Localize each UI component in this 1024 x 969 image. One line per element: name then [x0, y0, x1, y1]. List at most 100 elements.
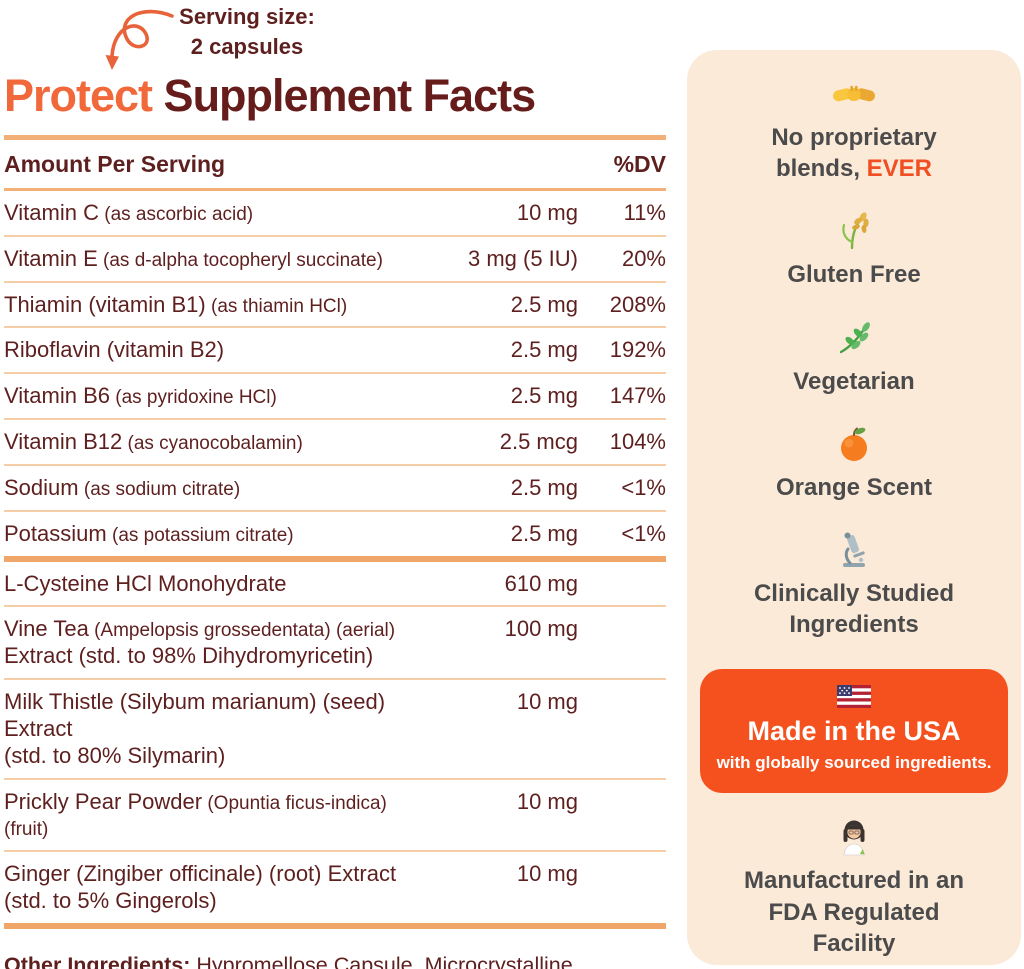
section-divider — [4, 555, 666, 562]
nutrient-name: Thiamin (vitamin B1) — [4, 291, 206, 317]
nutrient-name-line2: (std. to 5% Gingerols) — [4, 888, 217, 914]
feature-label-line2: blends, EVER — [771, 153, 936, 184]
table-row: Riboflavin (vitamin B2) 2.5 mg 192% — [4, 328, 666, 375]
nutrient-dv: 208% — [609, 291, 666, 317]
table-row: Milk Thistle (Silybum marianum) (seed) E… — [4, 680, 666, 780]
table-row: Vitamin B12 (as cyanocobalamin) 2.5 mcg … — [4, 420, 666, 466]
feature-label-accent: EVER — [866, 155, 933, 183]
table-row: Vine Tea (Ampelopsis grossedentata) (aer… — [4, 607, 666, 681]
table-header: Amount Per Serving %DV — [4, 140, 666, 188]
table-row: Sodium (as sodium citrate) 2.5 mg <1% — [4, 466, 666, 512]
nutrient-amount: 2.5 mg — [510, 520, 578, 546]
orange-icon — [836, 424, 872, 464]
brand-name: Protect — [4, 70, 153, 121]
nutrient-dv: 11% — [623, 200, 666, 225]
feature-label: Vegetarian — [793, 367, 915, 395]
nutrient-subname: (Opuntia ficus-indica) (fruit) — [4, 792, 387, 841]
table-row: Ginger (Zingiber officinale) (root) Extr… — [4, 852, 666, 923]
serving-size-block: Serving size: 2 capsules — [4, 0, 666, 70]
feature-label-line2-prefix: blends, — [775, 155, 867, 183]
feature-no-proprietary-blends: No proprietary blends, EVER — [771, 74, 937, 184]
feature-label-line1: No proprietary — [771, 124, 937, 151]
made-in-usa-card: Made in the USA with globally sourced in… — [700, 669, 1008, 794]
table-row: Vitamin B6 (as pyridoxine HCl) 2.5 mg 14… — [4, 374, 666, 421]
feature-fda-facility: Manufactured in an FDA Regulated Facilit… — [729, 817, 979, 959]
table-row: L-Cysteine HCl Monohydrate 610 mg — [4, 562, 666, 608]
usa-card-title: Made in the USA — [747, 716, 961, 747]
table-row: Prickly Pear Powder (Opuntia ficus-indic… — [4, 780, 666, 853]
nutrient-amount: 10 mg — [516, 200, 578, 225]
nutrient-amount: 2.5 mg — [510, 337, 578, 363]
nutrient-name: Riboflavin (vitamin B2) — [4, 337, 225, 363]
table-row: Vitamin C (as ascorbic acid) 10 mg 11% — [4, 191, 666, 237]
serving-size-line1: Serving size: — [179, 4, 315, 29]
nutrient-subname: (as d-alpha tocopheryl succinate) — [97, 249, 383, 271]
title-rest: Supplement Facts — [152, 70, 537, 121]
nutrient-dv: 20% — [621, 245, 666, 271]
serving-size-text: Serving size: 2 capsules — [172, 2, 322, 61]
other-ingredients-text: Hypromellose Capsule, Microcrystalline C… — [196, 952, 573, 969]
nutrient-dv: 192% — [609, 337, 666, 363]
facts-panel: Serving size: 2 capsules Protect Supplem… — [4, 0, 666, 969]
nutrient-name-line2: Extract (std. to 98% Dihydromyricetin) — [4, 643, 374, 669]
nutrient-subname: (as cyanocobalamin) — [122, 433, 303, 455]
usa-card-subtitle: with globally sourced ingredients. — [716, 753, 992, 773]
scientist-icon — [835, 817, 873, 857]
nutrient-name-line2: (std. to 80% Silymarin) — [4, 742, 226, 768]
nutrient-amount: 2.5 mg — [510, 291, 578, 317]
feature-label: Clinically Studied Ingredients — [753, 579, 955, 639]
nutrient-amount: 10 mg — [516, 788, 578, 814]
header-top-rule — [4, 135, 666, 140]
nutrient-amount: 2.5 mcg — [499, 429, 578, 455]
nutrient-name: Vitamin C — [4, 200, 99, 225]
feature-label: Orange Scent — [775, 473, 933, 501]
nutrient-subname: (as ascorbic acid) — [98, 204, 254, 225]
nutrient-subname: (Ampelopsis grossedentata) (aerial) — [88, 620, 396, 642]
nutrient-amount: 2.5 mg — [510, 474, 578, 500]
features-panel: No proprietary blends, EVER Gluten Free — [687, 50, 1021, 965]
nutrient-name: Vitamin E — [4, 245, 98, 271]
nutrient-amount: 10 mg — [516, 689, 578, 715]
nutrient-name: L-Cysteine HCl Monohydrate — [4, 570, 287, 596]
other-ingredients: Other Ingredients: Hypromellose Capsule,… — [4, 949, 604, 969]
nutrient-dv: <1% — [621, 520, 666, 546]
nutrient-amount: 10 mg — [516, 861, 578, 887]
nutrient-name: Sodium — [4, 474, 79, 500]
nutrient-name: Vitamin B6 — [4, 383, 110, 409]
nutrient-amount: 3 mg (5 IU) — [467, 245, 578, 271]
rice-icon — [837, 211, 871, 251]
curly-arrow-icon — [105, 9, 174, 70]
header-amount-label: Amount Per Serving — [4, 150, 226, 177]
feature-label: Gluten Free — [787, 261, 921, 289]
nutrient-amount: 100 mg — [504, 616, 578, 642]
feature-orange-scent: Orange Scent — [776, 424, 932, 503]
table-row: Vitamin E (as d-alpha tocopheryl succina… — [4, 237, 666, 283]
table-row: Potassium (as potassium citrate) 2.5 mg … — [4, 512, 666, 556]
nutrient-dv: 104% — [609, 429, 666, 455]
us-flag-icon — [837, 685, 871, 709]
nutrient-dv: <1% — [621, 474, 666, 500]
header-bottom-rule — [4, 188, 666, 191]
nutrient-name: Vine Tea — [4, 616, 89, 642]
handshake-icon — [832, 74, 876, 114]
nutrient-name: Ginger (Zingiber officinale) (root) Extr… — [4, 861, 397, 887]
nutrient-name: Prickly Pear Powder — [4, 788, 203, 814]
nutrient-amount: 610 mg — [504, 570, 578, 596]
nutrient-name: Milk Thistle (Silybum marianum) (seed) E… — [4, 689, 386, 741]
nutrient-subname: (as thiamin HCl) — [205, 295, 348, 317]
serving-size-line2: 2 capsules — [190, 33, 304, 59]
page-title: Protect Supplement Facts — [4, 70, 666, 122]
nutrient-subname: (as sodium citrate) — [78, 478, 241, 500]
nutrient-amount: 2.5 mg — [510, 383, 578, 409]
nutrient-name: Vitamin B12 — [4, 429, 123, 455]
nutrient-subname: (as potassium citrate) — [106, 524, 294, 546]
header-dv-label: %DV — [613, 150, 666, 177]
microscope-icon — [836, 530, 872, 570]
herb-icon — [836, 318, 872, 358]
feature-gluten-free: Gluten Free — [787, 211, 921, 290]
nutrient-name: Potassium — [4, 520, 107, 546]
feature-vegetarian: Vegetarian — [793, 318, 915, 397]
nutrient-dv: 147% — [609, 383, 666, 409]
feature-label: Manufactured in an FDA Regulated Facilit… — [743, 867, 965, 957]
